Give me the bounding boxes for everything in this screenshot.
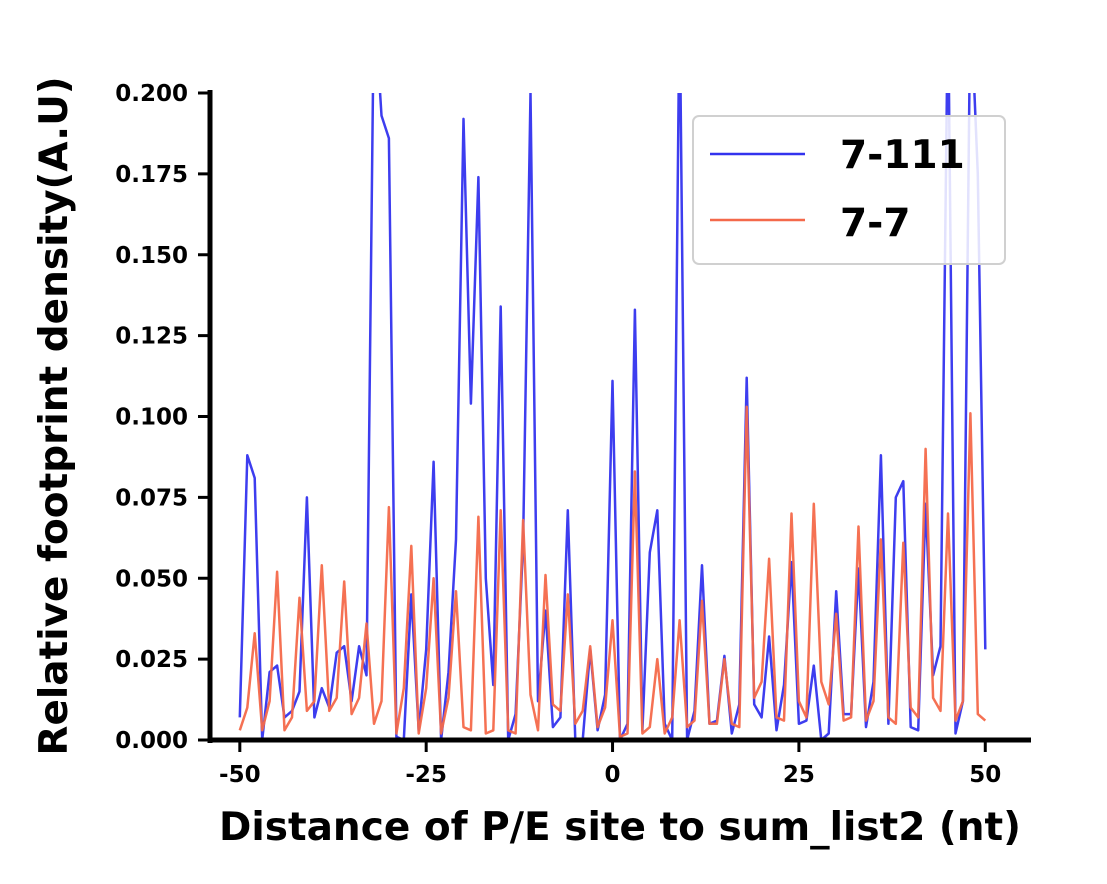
x-axis-title: Distance of P/E site to sum_list2 (nt) <box>219 805 1021 850</box>
series-layer <box>238 93 987 741</box>
x-tick-label: 0 <box>605 762 621 788</box>
x-tick-label: -50 <box>219 762 261 788</box>
x-tick-label: -25 <box>405 762 447 788</box>
y-tick-label: 0.150 <box>115 243 188 269</box>
y-tick-label: 0.000 <box>115 728 188 754</box>
x-tick-label: 25 <box>783 762 815 788</box>
y-tick-label: 0.175 <box>115 162 188 188</box>
y-tick-label: 0.075 <box>115 485 188 511</box>
y-tick-label: 0.025 <box>115 647 188 673</box>
ticks-layer: -50 -25 0 25 50 0.000 0.025 0.050 0.075 0.100 0.12… <box>115 81 1001 788</box>
y-tick-label: 0.125 <box>115 324 188 350</box>
y-tick-label: 0.200 <box>115 81 188 107</box>
x-tick-label: 50 <box>969 762 1001 788</box>
legend-label-7-111: 7-111 <box>840 133 965 178</box>
y-tick-label: 0.100 <box>115 405 188 431</box>
y-tick-label: 0.050 <box>115 566 188 592</box>
legend-label-7-7: 7-7 <box>840 201 910 246</box>
series-line-7-7 <box>238 405 987 739</box>
y-axis-title: Relative footprint density(A.U) <box>32 76 77 755</box>
legend: 7-111 7-7 <box>692 115 1006 265</box>
